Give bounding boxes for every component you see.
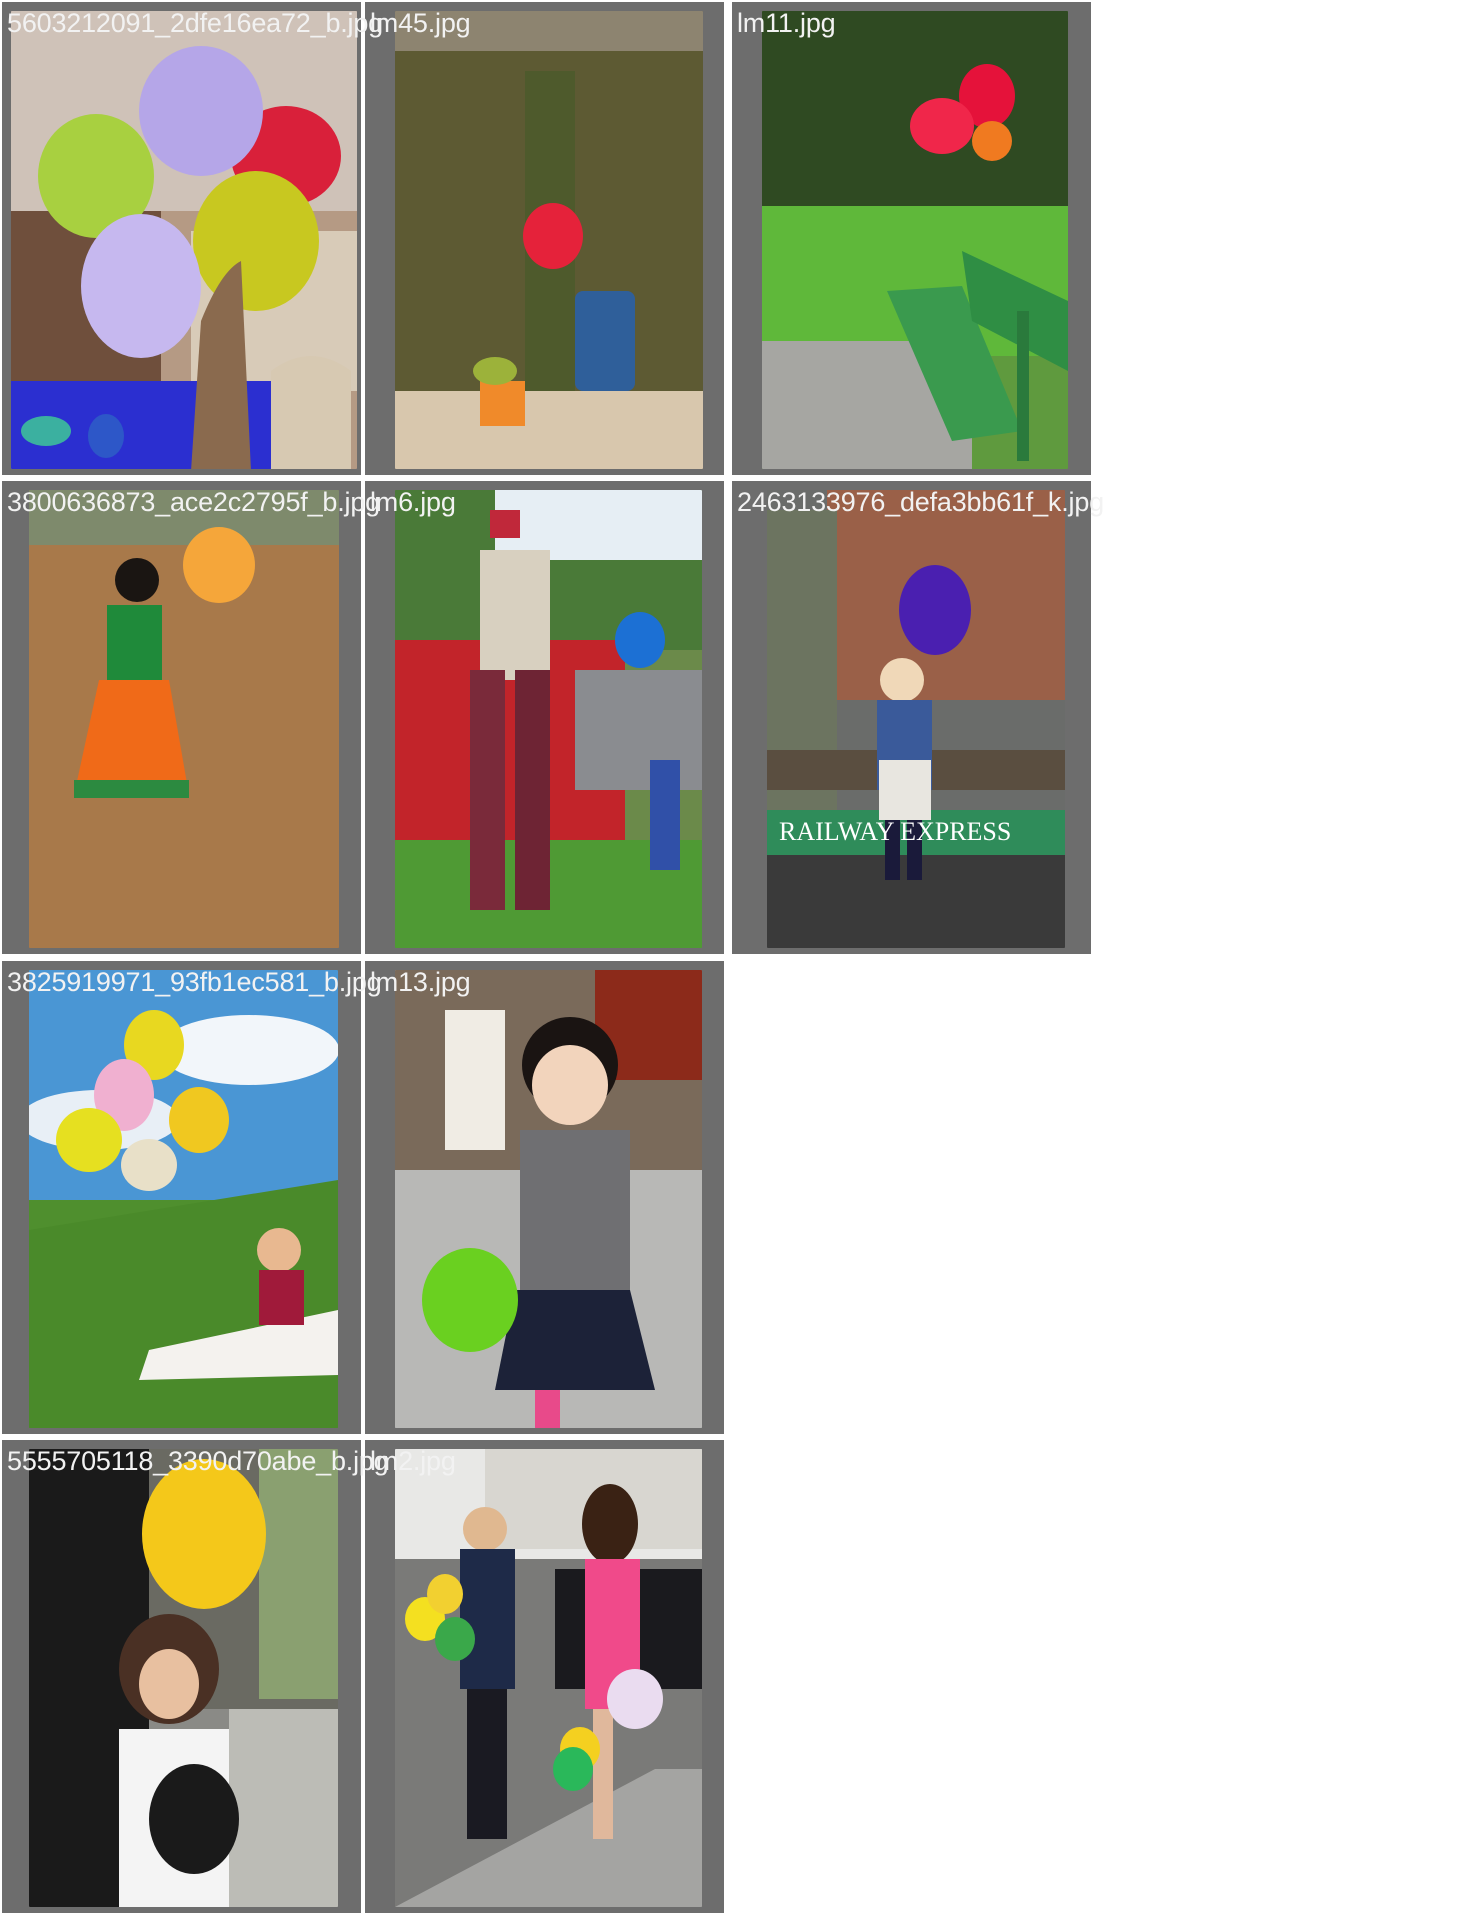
girl-yellow-balloon-photo (29, 1449, 338, 1907)
wall-balloon-photo (395, 11, 703, 469)
party-balloons-photo (11, 11, 357, 469)
gallery-tile-10[interactable]: lm2.jpg (365, 1440, 724, 1913)
bench-balloons-photo (762, 11, 1068, 469)
toddler-green-balloon-photo (395, 970, 702, 1428)
stilt-walker-photo (395, 490, 702, 948)
gallery-tile-3[interactable]: lm11.jpg (732, 2, 1091, 475)
gallery-tile-8[interactable]: lm13.jpg (365, 961, 724, 1434)
gallery-tile-2[interactable]: lm45.jpg (365, 2, 724, 475)
gallery-tile-9[interactable]: 5555705118_3390d70abe_b.jpg (2, 1440, 389, 1913)
gallery-tile-4[interactable]: 3800636873_ace2c2795f_b.jpg (2, 481, 380, 954)
orange-balloon-photo (29, 490, 339, 948)
gallery-tile-5[interactable]: lm6.jpg (365, 481, 724, 954)
grass-baby-photo (29, 970, 338, 1428)
railway-sign-text: RAILWAY EXPRESS (779, 817, 1011, 846)
railway-cart-photo: RAILWAY EXPRESS (767, 490, 1065, 948)
gallery-tile-6[interactable]: RAILWAY EXPRESS 2463133976_defa3bb61f_k.… (732, 481, 1104, 954)
street-couple-photo (395, 1449, 702, 1907)
gallery-tile-1[interactable]: 5603212091_2dfe16ea72_b.jpg (2, 2, 383, 475)
gallery-tile-7[interactable]: 3825919971_93fb1ec581_b.jpg (2, 961, 382, 1434)
